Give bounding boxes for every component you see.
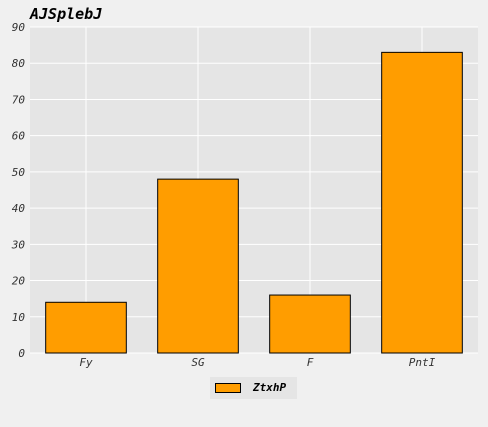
y-tick-label: 90 (12, 21, 26, 34)
y-axis: 0 10 20 30 40 50 60 70 80 90 (11, 21, 26, 360)
bar-sg (157, 178, 239, 354)
bar-fy (45, 301, 127, 354)
y-tick-label: 30 (11, 238, 26, 251)
y-tick-label: 80 (12, 57, 26, 70)
bars (45, 51, 463, 354)
y-tick-label: 0 (18, 347, 25, 360)
chart-title: AJSplebJ (30, 5, 103, 23)
bar-pnti (381, 51, 463, 354)
x-tick-label: PntI (409, 356, 436, 369)
legend-label: ZtxhP (253, 381, 287, 394)
y-tick-label: 20 (12, 275, 26, 288)
legend-swatch (215, 383, 241, 393)
y-tick-label: 10 (12, 311, 26, 324)
bar-f (269, 294, 351, 354)
x-tick-label: F (307, 356, 314, 369)
legend: ZtxhP (210, 377, 297, 399)
y-tick-label: 70 (12, 93, 26, 106)
x-tick-label: SG (191, 356, 205, 369)
x-axis: Fy SG F PntI (79, 356, 435, 369)
x-tick-label: Fy (79, 356, 93, 369)
y-tick-label: 60 (12, 130, 26, 143)
y-tick-label: 40 (12, 202, 26, 215)
y-tick-label: 50 (12, 166, 26, 179)
